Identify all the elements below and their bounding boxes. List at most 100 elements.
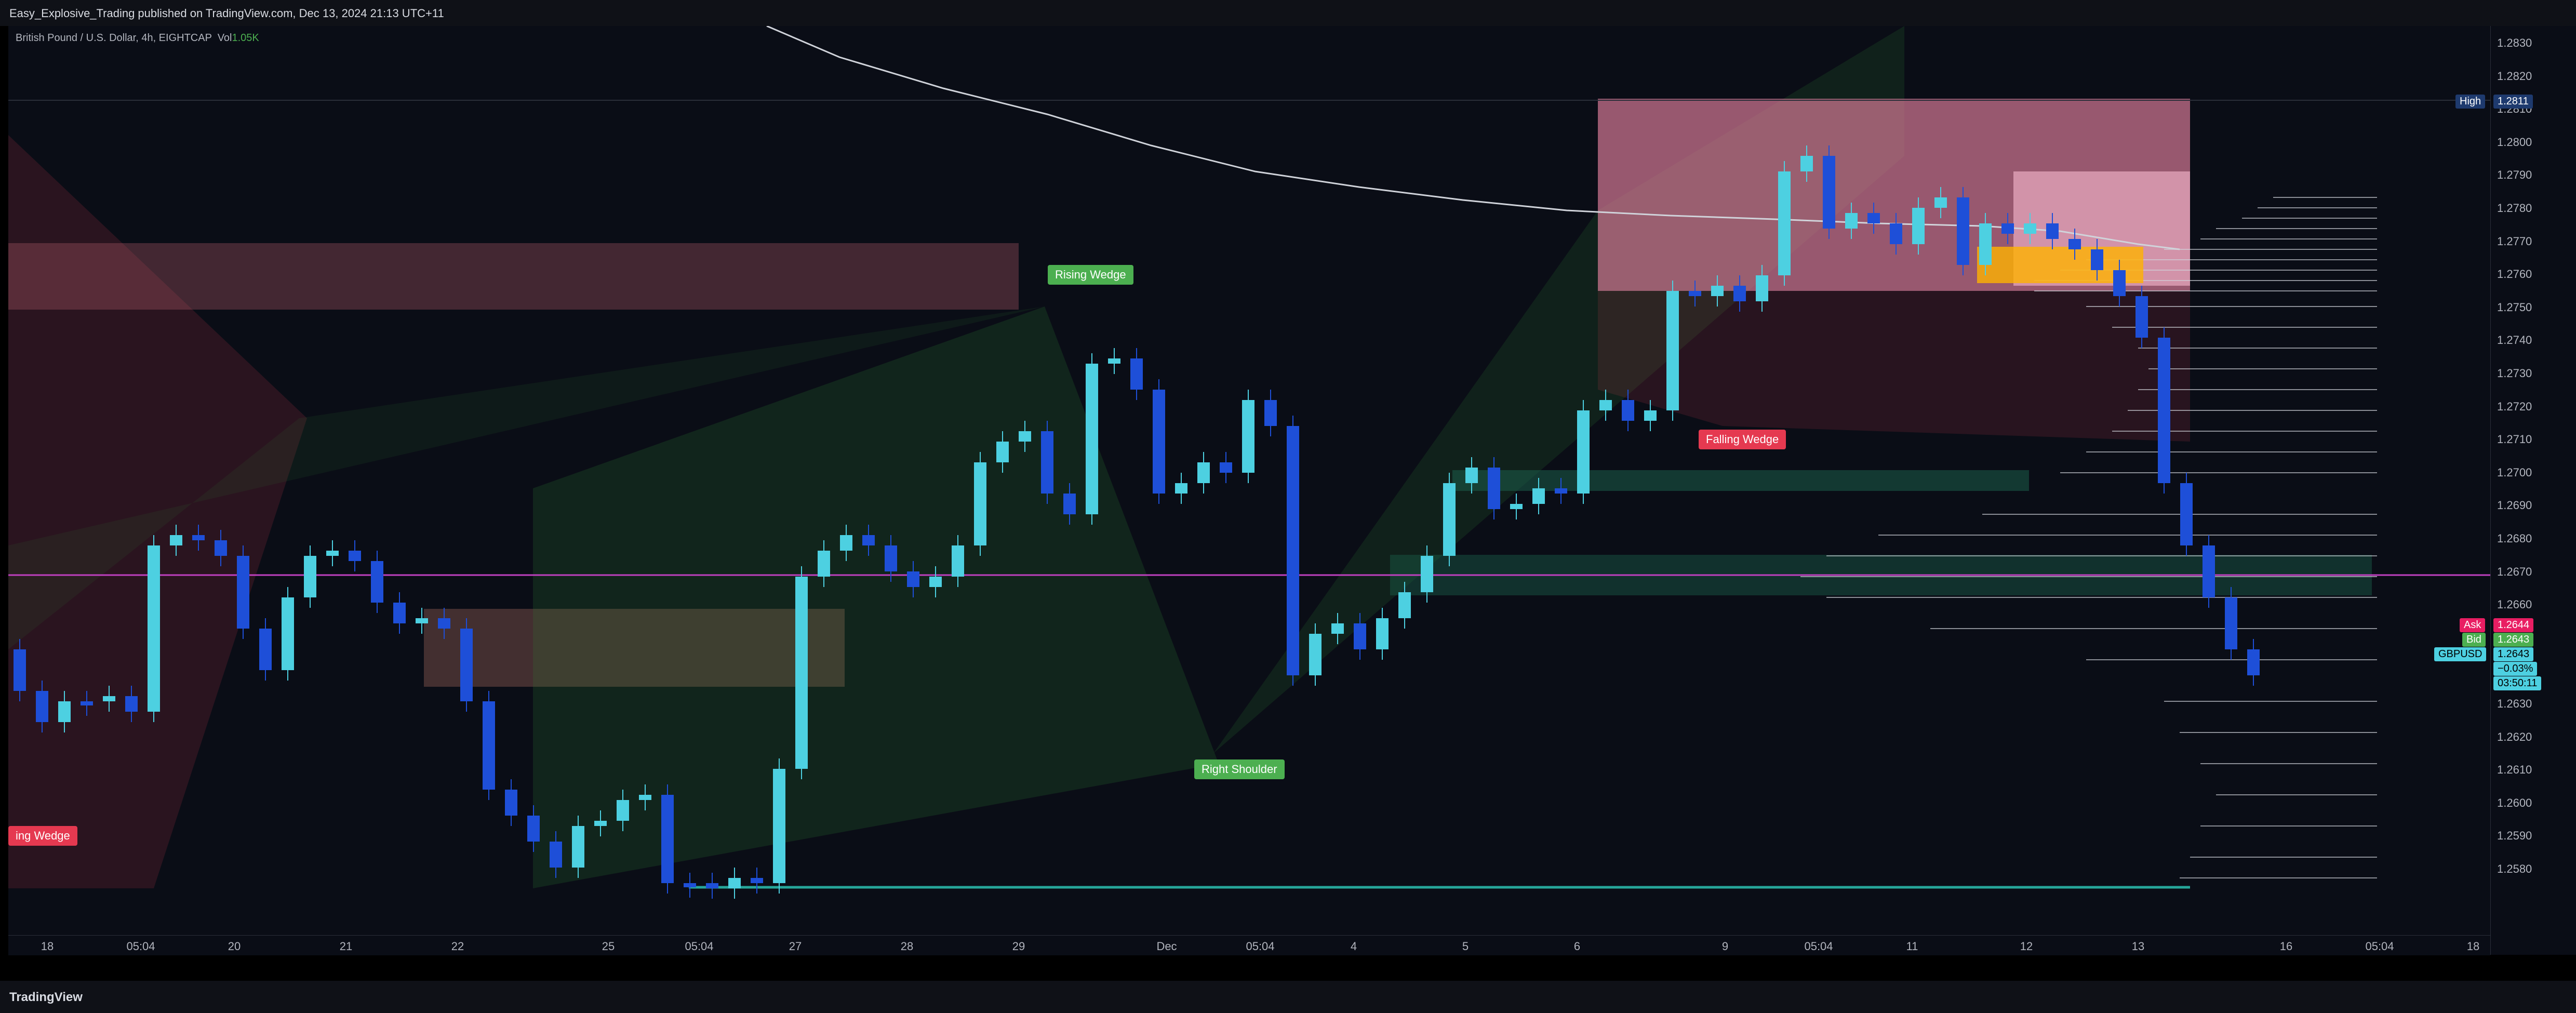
candle bbox=[58, 701, 71, 722]
candle bbox=[1934, 197, 1947, 208]
rising-wedge-label[interactable]: Rising Wedge bbox=[1048, 265, 1133, 285]
price-tick: 1.2760 bbox=[2497, 268, 2532, 281]
candle bbox=[885, 545, 897, 571]
bar-countdown: 03:50:11 bbox=[2493, 676, 2542, 690]
candle bbox=[1979, 223, 1992, 265]
candle bbox=[2203, 545, 2215, 597]
time-label: 13 bbox=[2131, 940, 2145, 953]
candle bbox=[1242, 400, 1254, 473]
tradingview-logo: TradingView bbox=[9, 990, 83, 1004]
candle bbox=[505, 790, 517, 816]
candle bbox=[1912, 208, 1925, 244]
last-price: 1.2643 bbox=[2493, 647, 2534, 661]
candle bbox=[14, 649, 26, 691]
price-tick: 1.2750 bbox=[2497, 300, 2532, 314]
price-change: −0.03% bbox=[2493, 662, 2538, 676]
price-tick: 1.2680 bbox=[2497, 532, 2532, 545]
price-tick: 1.2780 bbox=[2497, 202, 2532, 215]
price-scale[interactable]: 1.2830 1.2820 1.2810 1.2800 1.2790 1.2780 1.27… bbox=[2490, 26, 2576, 955]
candle bbox=[1577, 410, 1590, 494]
candle bbox=[952, 545, 964, 577]
volume-label: Vol bbox=[217, 32, 232, 44]
candle bbox=[460, 629, 473, 701]
price-tick: 1.2590 bbox=[2497, 829, 2532, 843]
candle bbox=[929, 577, 942, 587]
bid-value: 1.2643 bbox=[2493, 633, 2534, 647]
time-label: 12 bbox=[2020, 940, 2033, 953]
candle bbox=[2247, 649, 2260, 675]
candle bbox=[371, 561, 383, 603]
time-label: 05:04 bbox=[1246, 940, 1275, 953]
time-label: Dec bbox=[1156, 940, 1177, 953]
candle bbox=[393, 603, 406, 623]
time-label: 20 bbox=[228, 940, 241, 953]
candle bbox=[862, 535, 875, 545]
volume-value: 1.05K bbox=[232, 32, 259, 44]
candle bbox=[1890, 223, 1902, 244]
candle bbox=[2225, 597, 2237, 649]
time-scale[interactable]: 18 05:04 20 21 22 25 05:04 27 28 29 Dec 05:04 4 5 6 9 05… bbox=[8, 935, 2490, 955]
candle bbox=[1019, 431, 1031, 442]
candle bbox=[1711, 286, 1724, 296]
price-tick: 1.2620 bbox=[2497, 730, 2532, 743]
high-label: High bbox=[2460, 96, 2481, 107]
candle bbox=[1309, 634, 1322, 675]
candle bbox=[840, 535, 852, 551]
candle bbox=[1354, 623, 1366, 649]
falling-wedge-label[interactable]: Falling Wedge bbox=[1699, 430, 1786, 449]
ask-value: 1.2644 bbox=[2493, 618, 2534, 632]
time-label: 9 bbox=[1721, 940, 1729, 953]
candle bbox=[550, 842, 562, 868]
candle bbox=[818, 551, 830, 577]
candle bbox=[81, 701, 93, 705]
candle bbox=[1756, 275, 1768, 301]
time-label: 4 bbox=[1350, 940, 1357, 953]
candle bbox=[1398, 592, 1411, 618]
candle bbox=[996, 442, 1009, 462]
candle bbox=[1957, 197, 1969, 265]
candle bbox=[1421, 556, 1433, 592]
chart-pane[interactable] bbox=[8, 26, 2490, 955]
time-label: 25 bbox=[602, 940, 615, 953]
candle bbox=[1644, 410, 1657, 421]
price-tick: 1.2800 bbox=[2497, 135, 2532, 149]
candle bbox=[1153, 390, 1165, 494]
candle bbox=[1086, 364, 1098, 514]
candle bbox=[259, 629, 272, 670]
candle bbox=[572, 826, 584, 868]
moving-average-line bbox=[766, 26, 2180, 250]
chart-drawing bbox=[8, 26, 2490, 899]
left-wedge-label[interactable]: ing Wedge bbox=[8, 826, 77, 846]
candle bbox=[1689, 291, 1701, 296]
candle bbox=[1532, 488, 1545, 504]
price-tick: 1.2610 bbox=[2497, 763, 2532, 777]
candle bbox=[773, 769, 785, 883]
candle bbox=[2135, 296, 2148, 338]
candle bbox=[1465, 468, 1478, 483]
candle bbox=[1733, 286, 1746, 301]
candle bbox=[326, 551, 339, 556]
candle bbox=[728, 878, 741, 888]
candle bbox=[639, 795, 651, 800]
price-tick: 1.2740 bbox=[2497, 334, 2532, 347]
time-label: 18 bbox=[41, 940, 54, 953]
candle bbox=[1287, 426, 1299, 675]
candle bbox=[2068, 239, 2081, 249]
price-tick: 1.2670 bbox=[2497, 565, 2532, 578]
candle bbox=[1867, 213, 1880, 223]
supply-zone-top bbox=[8, 243, 1019, 310]
candle bbox=[237, 556, 249, 629]
price-tick: 1.2730 bbox=[2497, 367, 2532, 380]
price-tick: 1.2720 bbox=[2497, 399, 2532, 413]
candle bbox=[795, 577, 808, 769]
candle bbox=[1063, 494, 1076, 514]
candle bbox=[527, 816, 540, 842]
right-shoulder-label[interactable]: Right Shoulder bbox=[1194, 759, 1285, 779]
candle bbox=[1331, 623, 1344, 634]
time-label: 22 bbox=[451, 940, 464, 953]
candle bbox=[483, 701, 495, 790]
time-label: 05:04 bbox=[126, 940, 155, 953]
candle bbox=[1443, 483, 1456, 556]
candle bbox=[1376, 618, 1389, 649]
symbol-description: British Pound / U.S. Dollar, 4h, EIGHTCA… bbox=[16, 32, 212, 44]
